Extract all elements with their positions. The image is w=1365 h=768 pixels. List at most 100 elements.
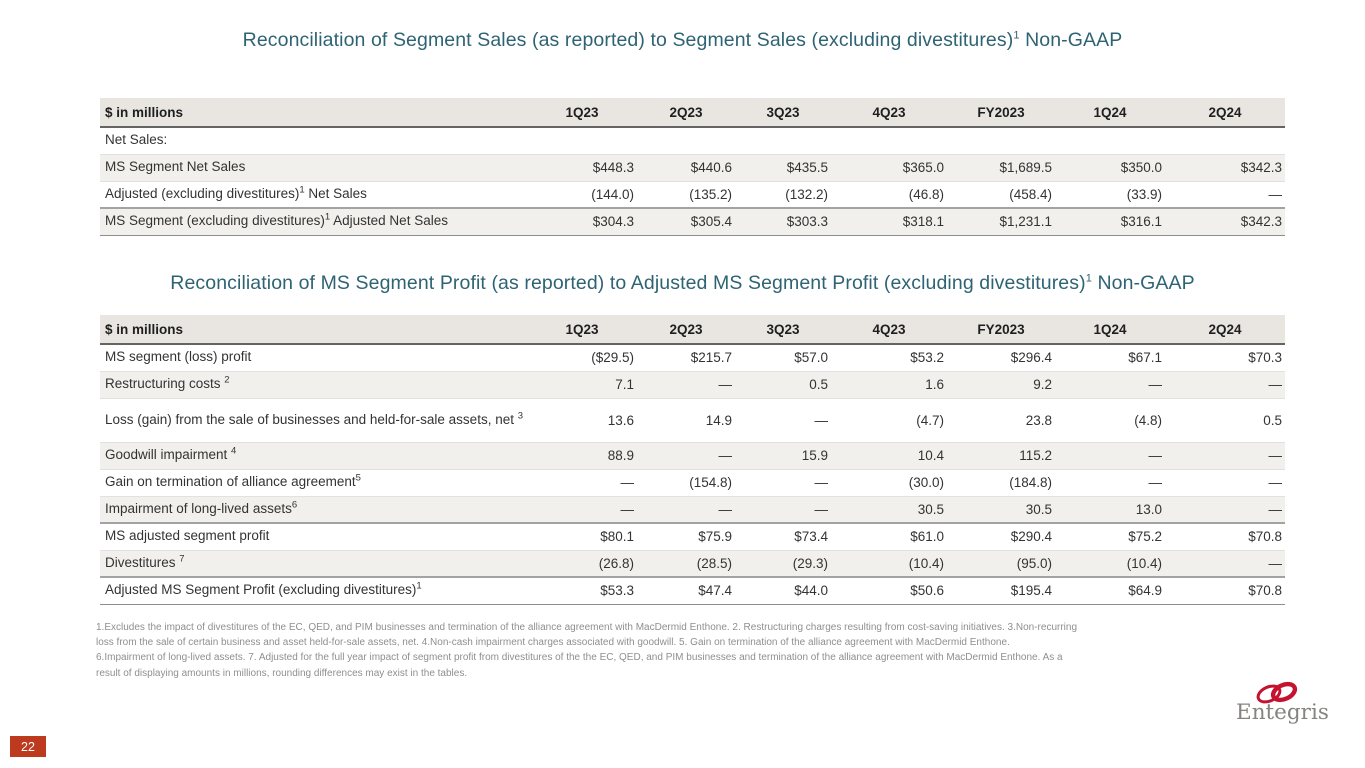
cell-value: —: [1268, 555, 1283, 571]
table-row: MS adjusted segment profit $80.1 $75.9 $73.…: [100, 523, 1285, 550]
cell-value: —: [1268, 501, 1283, 517]
cell-value: $75.9: [698, 529, 732, 545]
row-label-text: Loss (gain) from the sale of businesses …: [105, 411, 518, 427]
profit-reconciliation-table: $ in millions 1Q23 2Q23 3Q23 4Q23 FY2023 1Q24 2…: [100, 315, 1285, 605]
cell-value: (135.2): [689, 186, 732, 202]
cell-value: 88.9: [607, 448, 634, 463]
title-text: Non-GAAP: [1091, 272, 1195, 294]
column-header: 2Q24: [1165, 315, 1285, 345]
cell-value: —: [1268, 186, 1283, 202]
cell-value: (144.0): [591, 186, 634, 202]
cell-value: (29.3): [792, 555, 828, 571]
cell-value: 14.9: [705, 412, 732, 428]
row-label: MS Segment (excluding divestitures)1 Adj…: [100, 208, 527, 235]
cell-value: 30.5: [917, 501, 944, 517]
table-row: Net Sales:: [100, 127, 1285, 154]
row-label: Gain on termination of alliance agreemen…: [100, 469, 527, 496]
column-header: FY2023: [947, 98, 1055, 128]
cell-value: $215.7: [690, 350, 732, 366]
cell-value: $57.0: [794, 350, 828, 366]
entegris-logo: Entegris: [1232, 680, 1329, 732]
cell-value: $70.8: [1248, 583, 1282, 599]
column-header: 1Q23: [527, 98, 637, 128]
cell-value: $303.3: [786, 214, 828, 230]
cell-value: —: [620, 475, 635, 490]
cell-value: (10.4): [908, 555, 944, 571]
cell-value: $73.4: [794, 529, 828, 545]
row-label-text: Net Sales: [304, 185, 367, 201]
cell-value: (4.7): [916, 412, 944, 428]
cell-value: $1,231.1: [999, 214, 1052, 230]
row-label-text: MS segment (loss) profit: [105, 349, 252, 365]
cell-value: $61.0: [910, 529, 944, 545]
cell-value: —: [1268, 377, 1283, 392]
row-label: MS segment (loss) profit: [100, 344, 527, 371]
cell-value: [947, 127, 1055, 154]
table-row: Loss (gain) from the sale of businesses …: [100, 398, 1285, 442]
cell-value: $70.8: [1248, 529, 1282, 545]
table-row: Restructuring costs 2 7.1 — 0.5 1.6 9.2 — —: [100, 371, 1285, 398]
cell-value: —: [718, 448, 733, 463]
table-header-row: $ in millions 1Q23 2Q23 3Q23 4Q23 FY2023 1Q24 2…: [100, 98, 1285, 128]
row-label-text: MS Segment (excluding divestitures): [105, 213, 325, 229]
row-label: Net Sales:: [100, 127, 527, 154]
row-label-text: Gain on termination of alliance agreemen…: [105, 474, 356, 490]
cell-value: —: [1268, 448, 1283, 463]
footnote-ref: 1: [416, 580, 422, 592]
footnote-line: result of displaying amounts in millions…: [96, 667, 468, 679]
profit-reconciliation-title: Reconciliation of MS Segment Profit (as …: [0, 272, 1365, 295]
cell-value: 7.1: [615, 377, 634, 392]
footnote-ref: 1: [1013, 29, 1020, 42]
cell-value: (458.4): [1009, 186, 1052, 202]
cell-value: $350.0: [1120, 160, 1162, 175]
cell-value: $44.0: [794, 583, 828, 599]
footnote-ref: 6: [291, 499, 298, 511]
cell-value: $64.9: [1128, 583, 1162, 599]
cell-value: —: [1268, 475, 1283, 490]
column-header: 3Q23: [735, 315, 831, 345]
cell-value: 13.6: [607, 412, 634, 428]
title-text: Non-GAAP: [1019, 29, 1123, 51]
cell-value: (95.0): [1016, 555, 1052, 571]
row-label-text: Impairment of long-lived assets: [105, 500, 292, 516]
title-text: Reconciliation of MS Segment Profit (as …: [170, 272, 1086, 294]
footnote-ref: 7: [179, 553, 185, 565]
cell-value: $1,689.5: [999, 160, 1052, 175]
cell-value: —: [1148, 377, 1163, 392]
row-label: MS Segment Net Sales: [100, 154, 527, 181]
footnote-ref: 1: [324, 211, 331, 223]
table-row: Adjusted (excluding divestitures)1 Net S…: [100, 181, 1285, 208]
footnote-line: loss from the sale of certain business a…: [96, 637, 1010, 649]
cell-value: 9.2: [1033, 377, 1052, 392]
column-header: 1Q24: [1055, 98, 1165, 128]
cell-value: $305.4: [690, 214, 732, 230]
row-label-text: Net Sales:: [105, 132, 168, 148]
column-header: 2Q23: [637, 98, 735, 128]
row-label-text: Adjusted MS Segment Profit (excluding di…: [105, 582, 417, 598]
table-row: Divestitures 7 (26.8) (28.5) (29.3) (10.4) (9…: [100, 550, 1285, 577]
cell-value: —: [1148, 448, 1163, 463]
cell-value: 10.4: [917, 448, 944, 463]
row-label-text: Adjusted Net Sales: [330, 213, 448, 229]
table-row: MS Segment Net Sales $448.3 $440.6 $435.5 $3…: [100, 154, 1285, 181]
cell-value: 30.5: [1025, 501, 1052, 517]
row-label: Restructuring costs 2: [100, 371, 527, 398]
row-label: Adjusted MS Segment Profit (excluding di…: [100, 577, 527, 604]
cell-value: $304.3: [592, 214, 634, 230]
cell-value: $448.3: [592, 160, 634, 175]
cell-value: 23.8: [1025, 412, 1052, 428]
column-header: 4Q23: [831, 315, 947, 345]
footnote-line: 6.Impairment of long-lived assets. 7. Ad…: [96, 652, 1063, 664]
row-label-text: Divestitures: [105, 554, 180, 570]
cell-value: $50.6: [910, 583, 944, 599]
cell-value: [637, 127, 735, 154]
entegris-rings-icon: [1256, 681, 1298, 704]
cell-value: —: [718, 377, 733, 392]
cell-value: 0.5: [809, 377, 828, 392]
sales-reconciliation-table: $ in millions 1Q23 2Q23 3Q23 4Q23 FY2023 1Q24 2…: [100, 98, 1285, 236]
cell-value: $440.6: [690, 160, 732, 175]
cell-value: $195.4: [1010, 583, 1052, 599]
footnote-ref: 3: [517, 410, 524, 422]
cell-value: $70.3: [1248, 350, 1282, 366]
row-label-text: MS Segment Net Sales: [105, 159, 246, 175]
